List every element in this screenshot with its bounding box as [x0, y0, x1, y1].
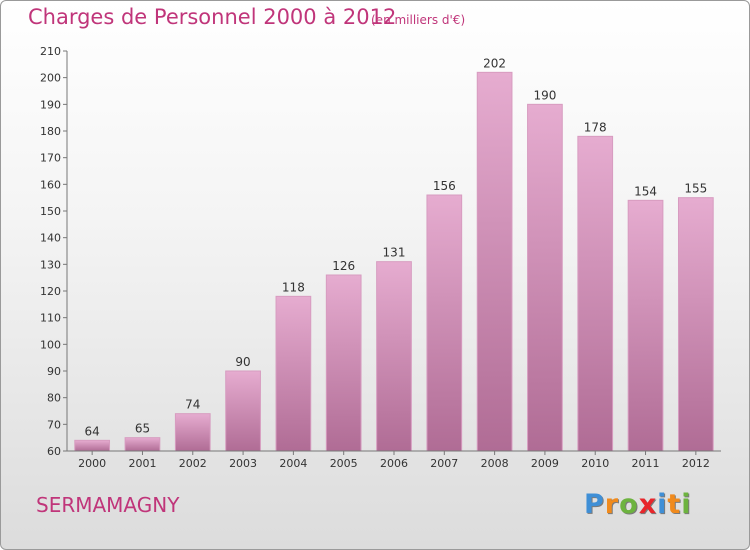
x-tick-label: 2007	[430, 457, 458, 470]
chart-title: Charges de Personnel 2000 à 2012	[28, 5, 397, 29]
x-tick-label: 2003	[229, 457, 257, 470]
x-tick-label: 2009	[531, 457, 559, 470]
data-label: 202	[483, 56, 506, 70]
data-label: 190	[533, 88, 556, 102]
logo-letter: i	[681, 489, 692, 520]
chart-subtitle: (en milliers d'€)	[371, 13, 466, 27]
y-tick-label: 70	[47, 418, 61, 431]
y-tick-label: 100	[40, 338, 61, 351]
y-tick-label: 200	[40, 72, 61, 85]
x-tick-label: 2005	[330, 457, 358, 470]
x-tick-label: 2006	[380, 457, 408, 470]
x-axis: 2000 2001 2002 2003 2004 2005 2006 2007 2008 2009…	[67, 450, 721, 470]
y-tick-label: 140	[40, 232, 61, 245]
data-label: 118	[282, 280, 305, 294]
y-tick-label: 130	[40, 258, 61, 271]
x-tick-label: 2001	[128, 457, 156, 470]
x-tick-label: 2011	[632, 457, 660, 470]
y-tick-label: 110	[40, 312, 61, 325]
x-tick-label: 2002	[179, 457, 207, 470]
logo-letter: t	[667, 489, 682, 520]
data-label: 154	[634, 184, 657, 198]
logo-letter: o	[619, 489, 639, 520]
y-tick-label: 80	[47, 392, 61, 405]
data-label: 126	[332, 259, 355, 273]
x-tick-label: 2008	[481, 457, 509, 470]
logo-letter: P	[584, 489, 605, 520]
bar	[74, 439, 111, 452]
bar	[527, 103, 563, 452]
logo-letter: i	[657, 489, 668, 520]
y-tick-label: 60	[47, 445, 61, 458]
y-tick-label: 180	[40, 125, 61, 138]
bars: 64 65 74 90 118 126 131 156 202 190 178 154 155	[74, 56, 714, 452]
bar	[426, 194, 463, 452]
data-label: 64	[85, 424, 100, 438]
bar	[325, 274, 362, 452]
data-label: 65	[135, 422, 150, 436]
y-tick-label: 160	[40, 178, 61, 191]
bar	[174, 413, 211, 452]
commune-name: SERMAMAGNY	[36, 493, 180, 517]
bar	[376, 261, 412, 452]
y-tick-label: 190	[40, 98, 61, 111]
logo-letter: r	[604, 489, 620, 520]
y-tick-label: 120	[40, 285, 61, 298]
y-tick-label: 90	[47, 365, 61, 378]
logo-letter: x	[638, 489, 658, 520]
data-label: 178	[584, 120, 607, 134]
data-label: 74	[185, 398, 200, 412]
bar	[577, 135, 614, 452]
x-tick-label: 2004	[279, 457, 307, 470]
bar	[677, 197, 714, 452]
bar	[124, 437, 161, 452]
bar	[476, 71, 513, 452]
x-tick-label: 2010	[581, 457, 609, 470]
bar	[275, 295, 312, 452]
bar	[225, 370, 261, 452]
data-label: 90	[235, 355, 250, 369]
data-label: 156	[433, 179, 456, 193]
y-tick-label: 170	[40, 152, 61, 165]
data-label: 155	[684, 182, 707, 196]
y-tick-label: 210	[40, 45, 61, 58]
y-tick-label: 150	[40, 205, 61, 218]
bar	[627, 199, 664, 452]
proxiti-logo: Proxiti	[584, 489, 692, 520]
x-tick-label: 2012	[682, 457, 710, 470]
x-tick-label: 2000	[78, 457, 106, 470]
data-label: 131	[383, 246, 406, 260]
y-axis: 60 70 80 90 100 110 120 130 140 150 160 170 180 190 20…	[40, 45, 68, 458]
